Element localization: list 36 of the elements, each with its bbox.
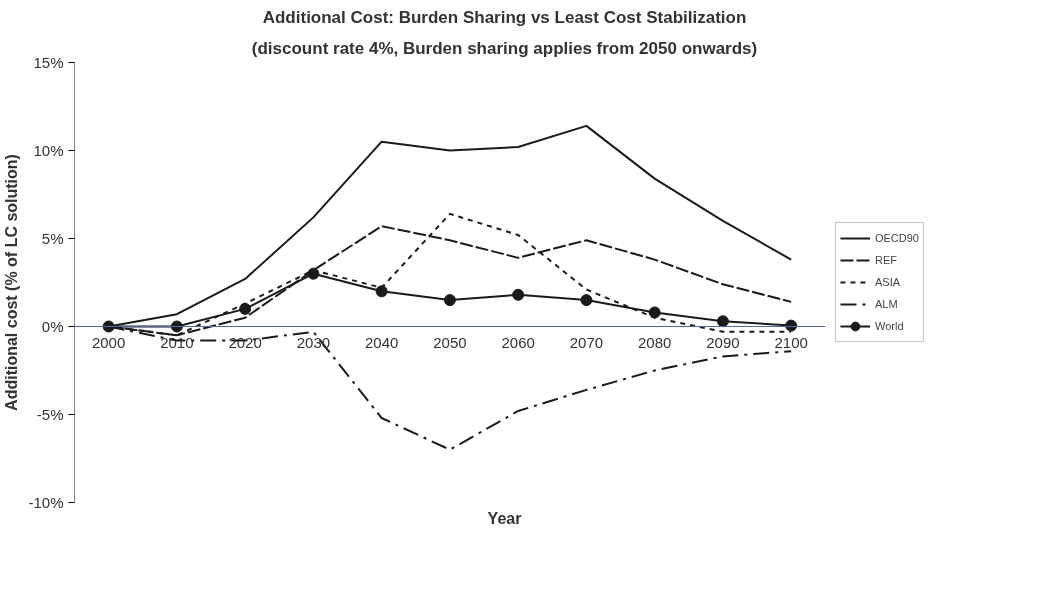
y-tick-label: 15% [33, 54, 64, 71]
point [648, 306, 661, 319]
point [443, 294, 456, 307]
x-tick-label: 2020 [228, 333, 262, 351]
point [580, 294, 593, 307]
point [785, 319, 798, 332]
point [170, 320, 183, 333]
point [716, 315, 729, 328]
legend-label: World [874, 319, 904, 334]
y-tick-label: 0% [41, 318, 64, 335]
x-tick-label: 2050 [433, 333, 467, 351]
x-tick-label: 2080 [637, 333, 672, 351]
y-tick-label: -10% [28, 494, 64, 511]
x-axis-title: Year [487, 509, 522, 527]
x-tick-label: 2060 [501, 333, 535, 351]
point [307, 267, 320, 280]
chart-title: Additional Cost: Burden Sharing vs Least Cost Stabilization [262, 7, 747, 27]
x-tick-label: 2070 [569, 333, 604, 351]
y-tick-label: 5% [41, 230, 64, 247]
chart-subtitle: (discount rate 4%, Burden sharing applies from 2050 onwards) [251, 38, 758, 58]
x-tick-label: 2090 [706, 333, 740, 351]
y-tick-label: 10% [33, 142, 64, 159]
point [512, 288, 525, 301]
point [102, 320, 115, 333]
y-axis-title: Additional cost (% of LC solution) [3, 154, 21, 411]
x-tick-label: 2040 [364, 333, 399, 351]
point [239, 302, 252, 315]
legend-label: OECD90 [874, 231, 919, 246]
legend-label: ALM [874, 297, 898, 312]
y-tick-label: -5% [36, 406, 64, 423]
point [375, 285, 388, 298]
legend-label: REF [874, 253, 897, 268]
x-tick-label: 2100 [774, 333, 808, 351]
legend-label: ASIA [874, 275, 901, 290]
x-tick-label: 2000 [91, 333, 126, 351]
x-tick-label: 2010 [160, 333, 194, 351]
